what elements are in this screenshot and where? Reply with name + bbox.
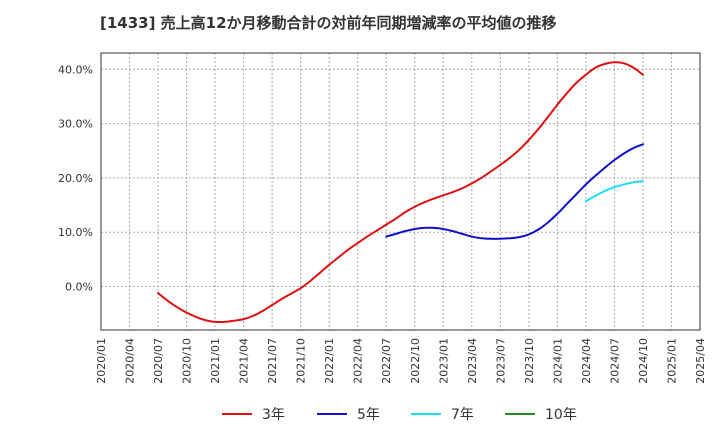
legend-swatch — [222, 413, 252, 415]
x-tick-label: 2025/01 — [665, 338, 678, 384]
chart-legend: 3年 5年 7年 10年 — [0, 402, 720, 426]
x-tick-label: 2022/10 — [409, 338, 422, 384]
y-tick-label: 20.0% — [58, 172, 93, 185]
x-tick-label: 2025/04 — [694, 338, 707, 384]
x-tick-label: 2024/01 — [551, 338, 564, 384]
x-tick-label: 2022/01 — [323, 338, 336, 384]
plot-frame — [100, 52, 701, 331]
x-tick-label: 2021/10 — [295, 338, 308, 384]
legend-swatch — [411, 413, 441, 415]
x-tick-label: 2023/10 — [523, 338, 536, 384]
legend-item: 5年 — [317, 402, 380, 426]
x-tick-label: 2023/04 — [466, 338, 479, 384]
x-tick-label: 2020/01 — [95, 338, 108, 384]
legend-item: 3年 — [222, 402, 285, 426]
series-line — [385, 143, 644, 240]
legend-swatch — [317, 413, 347, 415]
legend-label: 7年 — [451, 407, 474, 423]
x-tick-label: 2020/10 — [181, 338, 194, 384]
x-tick-label: 2021/04 — [238, 338, 251, 384]
legend-item: 10年 — [505, 402, 577, 426]
x-tick-label: 2021/07 — [266, 338, 279, 384]
x-tick-label: 2023/01 — [437, 338, 450, 384]
legend-item: 7年 — [411, 402, 474, 426]
x-tick-label: 2021/01 — [209, 338, 222, 384]
x-tick-label: 2020/04 — [124, 338, 137, 384]
series-line — [157, 61, 644, 324]
chart-title: [1433] 売上高12か月移動合計の対前年同期増減率の平均値の推移 — [100, 14, 557, 32]
x-tick-label: 2024/04 — [580, 338, 593, 384]
y-tick-label: 40.0% — [58, 63, 93, 76]
x-tick-label: 2022/04 — [352, 338, 365, 384]
x-tick-label: 2023/07 — [494, 338, 507, 384]
legend-swatch — [505, 413, 535, 415]
y-tick-label: 0.0% — [65, 281, 93, 294]
series-line — [584, 180, 644, 203]
legend-label: 3年 — [262, 407, 285, 423]
legend-label: 5年 — [357, 407, 380, 423]
x-tick-label: 2022/07 — [380, 338, 393, 384]
y-tick-label: 10.0% — [58, 226, 93, 239]
legend-label: 10年 — [545, 407, 577, 423]
y-tick-label: 30.0% — [58, 118, 93, 131]
x-tick-label: 2024/10 — [637, 338, 650, 384]
x-tick-label: 2020/07 — [152, 338, 165, 384]
plot-area — [101, 53, 700, 330]
x-tick-label: 2024/07 — [608, 338, 621, 384]
